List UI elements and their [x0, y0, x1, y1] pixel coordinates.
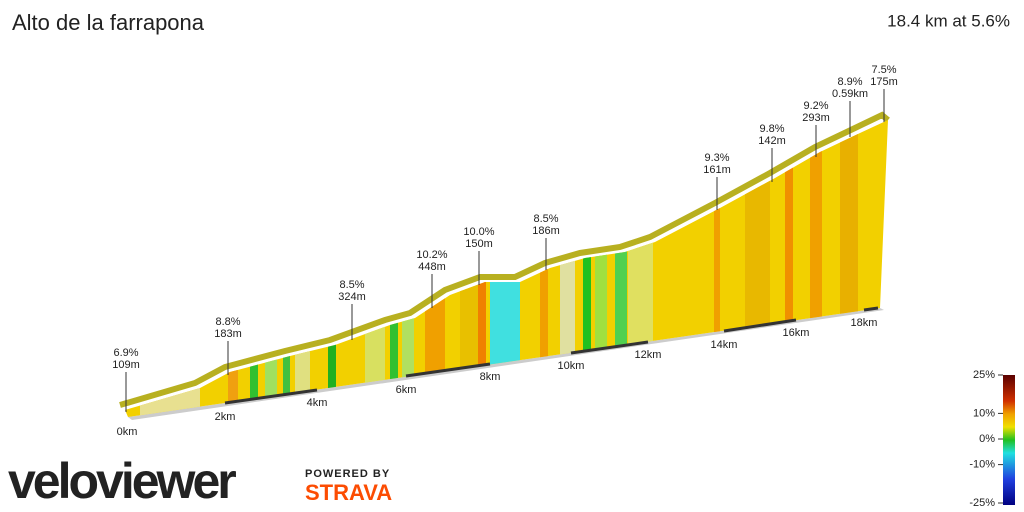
km-segments: [224, 306, 879, 405]
x-tick-label: 18km: [851, 317, 878, 329]
annotation-length: 109m: [112, 359, 140, 371]
x-tick-label: 8km: [480, 371, 501, 383]
colorbar-label: 10%: [973, 407, 995, 419]
annotation-gradient: 10.0%: [463, 226, 494, 238]
annotation-length: 183m: [214, 328, 242, 340]
annotation-gradient: 9.2%: [803, 100, 828, 112]
annotation-length: 0.59km: [832, 88, 868, 100]
annotation-length: 448m: [418, 261, 446, 273]
subtitle: 18.4 km at 5.6%: [887, 11, 1010, 30]
annotation-gradient: 9.8%: [759, 123, 784, 135]
ground: [128, 308, 884, 420]
logo: veloviewer: [8, 453, 236, 509]
annotation-length: 142m: [758, 135, 786, 147]
annotation-gradient: 10.2%: [416, 249, 447, 261]
annotation-gradient: 8.9%: [837, 76, 862, 88]
annotation-gradient: 8.5%: [533, 213, 558, 225]
annotation-length: 175m: [870, 76, 898, 88]
x-tick-label: 2km: [215, 411, 236, 423]
annotation-length: 293m: [802, 112, 830, 124]
x-tick-label: 0km: [117, 426, 138, 438]
profile: [125, 120, 888, 417]
x-tick-label: 4km: [307, 397, 328, 409]
powered-by: POWERED BY: [305, 468, 390, 480]
annotation-gradient: 8.8%: [215, 316, 240, 328]
colorbar-label: 0%: [979, 433, 995, 445]
colorbar-label: -10%: [969, 459, 995, 471]
annotation-length: 324m: [338, 291, 366, 303]
annotation-gradient: 8.5%: [339, 279, 364, 291]
colorbar-label: 25%: [973, 369, 995, 381]
x-tick-label: 14km: [711, 339, 738, 351]
ridge: [119, 111, 890, 408]
colorbar-label: -25%: [969, 497, 995, 509]
annotation-length: 150m: [465, 238, 493, 250]
annotation-length: 161m: [703, 164, 731, 176]
x-tick-label: 6km: [396, 384, 417, 396]
x-tick-label: 10km: [558, 360, 585, 372]
x-tick-label: 16km: [783, 327, 810, 339]
colorbar: [1003, 375, 1015, 505]
annotation-gradient: 7.5%: [871, 64, 896, 76]
annotation-gradient: 6.9%: [113, 347, 138, 359]
title: Alto de la farrapona: [12, 10, 205, 35]
annotation-length: 186m: [532, 225, 560, 237]
strava: STRAVA: [305, 480, 392, 505]
annotation-gradient: 9.3%: [704, 152, 729, 164]
x-tick-label: 12km: [635, 349, 662, 361]
